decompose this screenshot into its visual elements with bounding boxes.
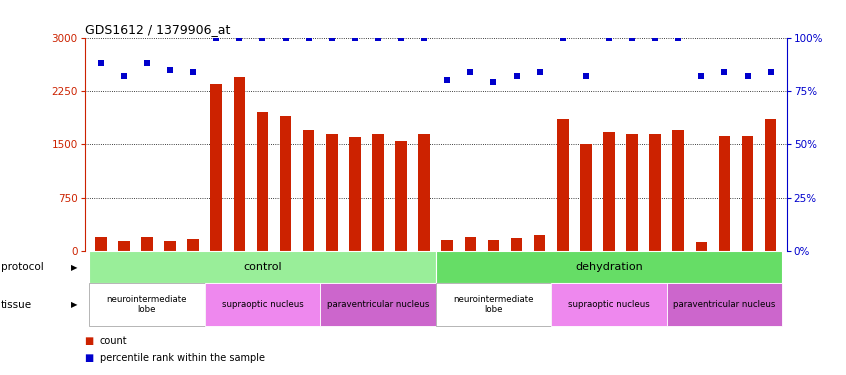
Bar: [442, 240, 453, 251]
Bar: [326, 134, 338, 251]
Bar: [372, 134, 384, 251]
Point: [648, 34, 662, 40]
Point: [210, 34, 223, 40]
Bar: [580, 144, 591, 251]
Bar: [695, 242, 707, 251]
Point: [464, 69, 477, 75]
Bar: [650, 134, 661, 251]
Point: [186, 69, 200, 75]
Text: neurointermediate
lobe: neurointermediate lobe: [453, 295, 534, 314]
Text: ■: ■: [85, 353, 94, 363]
Point: [255, 34, 269, 40]
Text: protocol: protocol: [1, 262, 44, 272]
Point: [672, 34, 685, 40]
Bar: [303, 130, 315, 251]
Text: control: control: [243, 262, 282, 272]
Bar: [436, 283, 552, 326]
Point: [279, 34, 293, 40]
Bar: [233, 77, 245, 251]
Bar: [742, 136, 753, 251]
Point: [94, 60, 107, 66]
Text: ▶: ▶: [71, 300, 78, 309]
Text: count: count: [100, 336, 128, 346]
Text: paraventricular nucleus: paraventricular nucleus: [327, 300, 429, 309]
Text: neurointermediate
lobe: neurointermediate lobe: [107, 295, 187, 314]
Bar: [464, 237, 476, 251]
Point: [533, 69, 547, 75]
Point: [233, 34, 246, 40]
Bar: [765, 120, 777, 251]
Bar: [280, 116, 291, 251]
Bar: [487, 240, 499, 251]
Bar: [673, 130, 684, 251]
Bar: [552, 283, 667, 326]
Point: [579, 73, 592, 79]
Bar: [534, 235, 546, 251]
Point: [394, 34, 408, 40]
Bar: [603, 132, 615, 251]
Point: [417, 34, 431, 40]
Bar: [141, 237, 153, 251]
Bar: [718, 136, 730, 251]
Bar: [164, 241, 176, 251]
Bar: [211, 84, 222, 251]
Text: ▶: ▶: [71, 263, 78, 272]
Text: supraoptic nucleus: supraoptic nucleus: [222, 300, 304, 309]
Bar: [557, 120, 569, 251]
Text: tissue: tissue: [1, 300, 32, 310]
Bar: [320, 283, 436, 326]
Point: [486, 80, 500, 86]
Bar: [205, 283, 320, 326]
Point: [717, 69, 731, 75]
Point: [556, 34, 569, 40]
Point: [625, 34, 639, 40]
Point: [325, 34, 338, 40]
Text: supraoptic nucleus: supraoptic nucleus: [568, 300, 650, 309]
Point: [163, 67, 177, 73]
Bar: [419, 134, 430, 251]
Bar: [349, 137, 360, 251]
Point: [140, 60, 154, 66]
Text: paraventricular nucleus: paraventricular nucleus: [673, 300, 776, 309]
Text: percentile rank within the sample: percentile rank within the sample: [100, 353, 265, 363]
Bar: [187, 239, 199, 251]
Point: [510, 73, 524, 79]
Bar: [89, 251, 436, 283]
Bar: [89, 283, 205, 326]
Bar: [667, 283, 783, 326]
Point: [741, 73, 755, 79]
Bar: [256, 112, 268, 251]
Text: GDS1612 / 1379906_at: GDS1612 / 1379906_at: [85, 23, 230, 36]
Point: [695, 73, 708, 79]
Point: [371, 34, 385, 40]
Bar: [626, 134, 638, 251]
Point: [117, 73, 130, 79]
Point: [348, 34, 361, 40]
Bar: [118, 241, 129, 251]
Bar: [395, 141, 407, 251]
Point: [602, 34, 616, 40]
Text: dehydration: dehydration: [575, 262, 643, 272]
Point: [441, 77, 454, 83]
Bar: [511, 238, 522, 251]
Bar: [95, 237, 107, 251]
Bar: [436, 251, 783, 283]
Point: [764, 69, 777, 75]
Point: [302, 34, 316, 40]
Text: ■: ■: [85, 336, 94, 346]
